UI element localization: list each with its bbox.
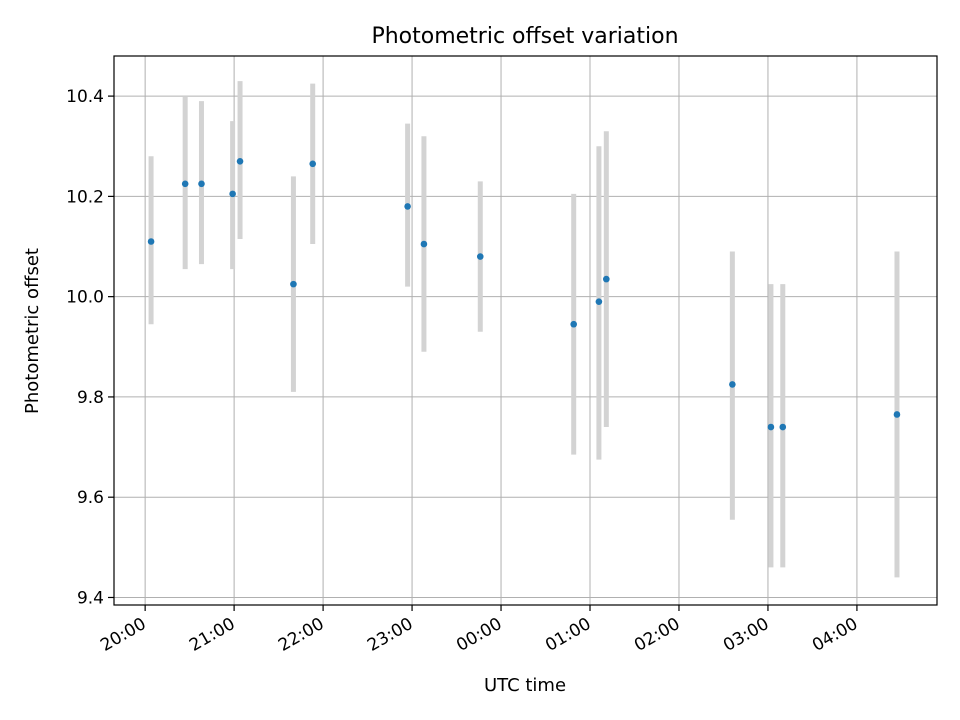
data-point	[570, 320, 577, 328]
y-tick-label: 10.4	[66, 87, 104, 107]
data-point	[420, 240, 428, 248]
data-point	[729, 381, 736, 388]
y-tick-label: 10.2	[66, 187, 104, 207]
data-point	[779, 423, 787, 431]
data-point	[603, 275, 610, 283]
data-point	[198, 180, 205, 188]
data-point	[147, 238, 155, 245]
data-point	[404, 203, 411, 210]
data-point	[309, 160, 317, 168]
data-point	[476, 253, 484, 260]
y-tick-label: 10.0	[66, 288, 104, 308]
data-point	[290, 280, 297, 288]
data-point	[229, 190, 236, 198]
plot-frame	[113, 55, 938, 606]
chart-title: Photometric offset variation	[371, 24, 678, 49]
data-point	[595, 298, 603, 305]
y-tick-label: 9.4	[77, 588, 104, 608]
data-point	[893, 411, 901, 418]
data-point	[236, 157, 244, 165]
data-point	[767, 423, 775, 431]
grid	[114, 56, 937, 605]
y-tick-label: 9.6	[77, 488, 104, 508]
y-tick-label: 9.8	[77, 388, 104, 408]
data-point	[181, 180, 189, 188]
y-axis-label: Photometric offset	[22, 248, 43, 414]
x-axis-label: UTC time	[484, 675, 566, 696]
y-axis-ticks: 9.4 9.6 9.8 10.0 10.2 10.4	[66, 87, 114, 608]
data-points	[147, 157, 901, 431]
